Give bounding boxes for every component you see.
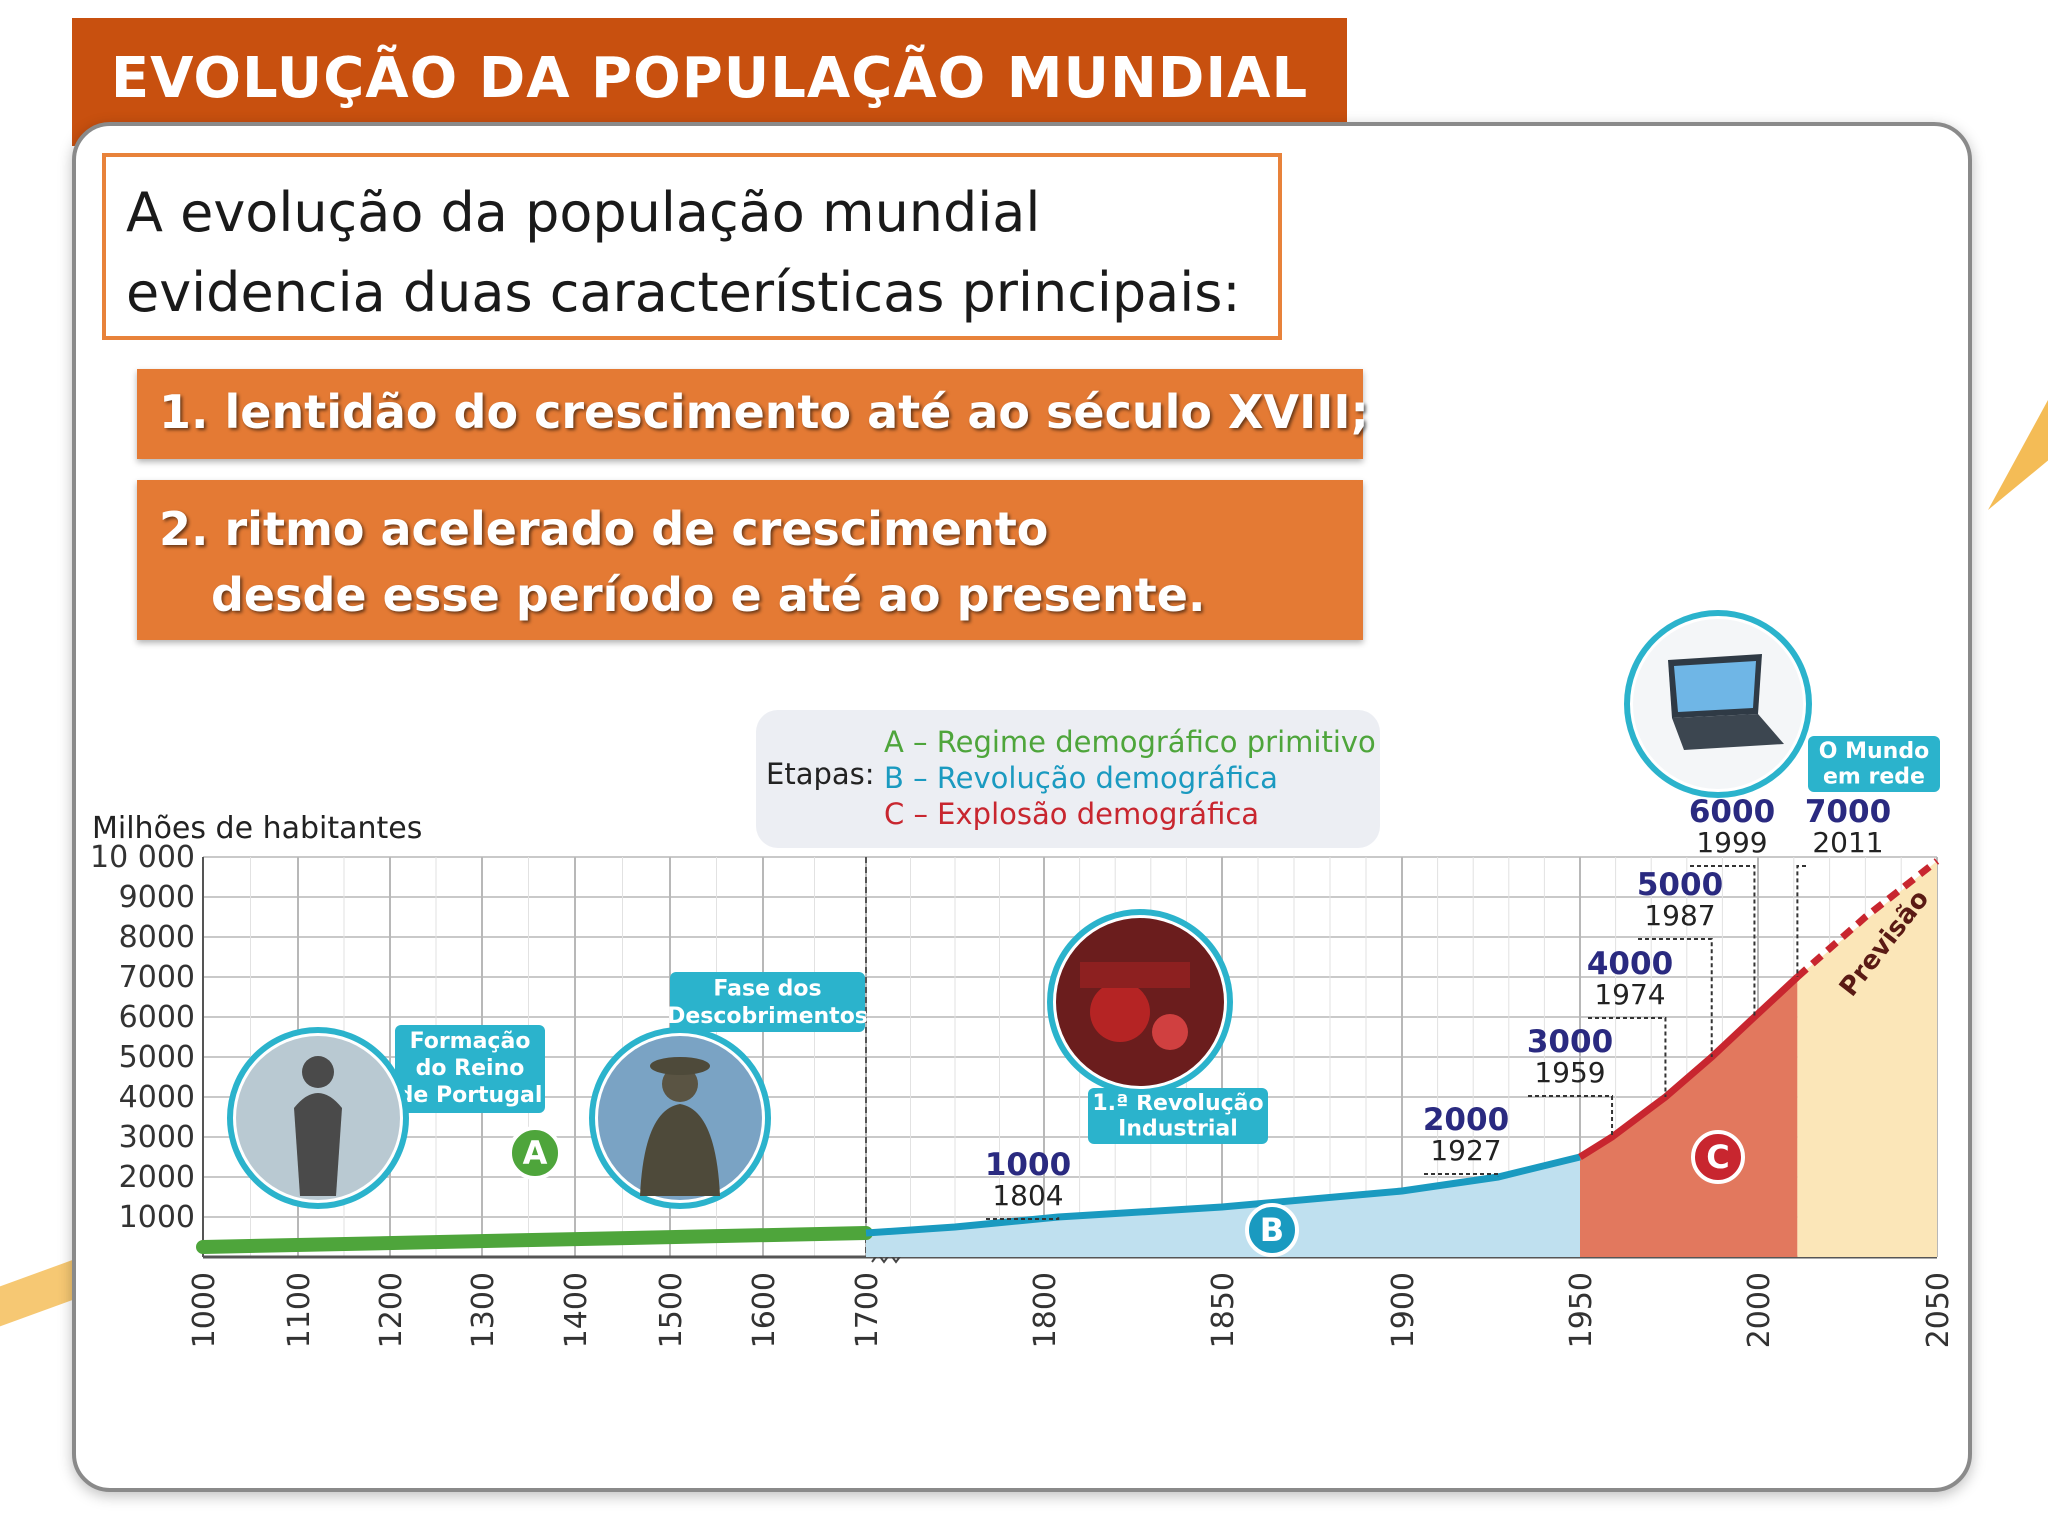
stage-marker [1245, 1203, 1299, 1257]
x-tick-label: 1800 [1028, 1272, 1063, 1348]
y-tick-label: 5000 [119, 1040, 195, 1075]
stage-marker-label: A [523, 1134, 548, 1172]
statue-hat-icon [650, 1057, 710, 1075]
milestone-year: 2011 [1812, 826, 1883, 859]
milestone-value: 6000 [1689, 794, 1775, 830]
annotation-text: Formação [410, 1029, 531, 1054]
milestone-leader [1690, 865, 1756, 1017]
annotation-text: do Reino [416, 1056, 525, 1081]
stage-c-fill [1580, 977, 1798, 1257]
laptop-keyboard-icon [1672, 714, 1784, 750]
milestone-leader [1638, 938, 1713, 1057]
stage-marker [1691, 1130, 1745, 1184]
legend-item: A – Regime demográfico primitivo [884, 725, 1376, 759]
milestone-value: 4000 [1587, 946, 1673, 982]
characteristic-2-box: 2. ritmo acelerado de crescimento desde … [137, 480, 1363, 640]
annotation-callout [670, 972, 865, 1032]
stage-marker [508, 1126, 562, 1180]
y-tick-label: 2000 [119, 1160, 195, 1195]
y-tick-label: 3000 [119, 1120, 195, 1155]
annotation-text: O Mundo [1819, 739, 1929, 764]
milestone-value: 3000 [1527, 1024, 1613, 1060]
annotation-text: de Portugal [398, 1083, 543, 1108]
milestone-value: 5000 [1637, 867, 1723, 903]
x-tick-label: 1000 [187, 1272, 222, 1348]
x-tick-label: 1900 [1386, 1272, 1421, 1348]
milestone-year: 1804 [992, 1179, 1063, 1212]
intro-box: A evolução da população mundial evidenci… [102, 153, 1282, 340]
stage-c-line [1578, 974, 1800, 1160]
x-tick-label: 2050 [1921, 1272, 1956, 1348]
y-tick-label: 9000 [119, 880, 195, 915]
milestone-leader [1424, 1173, 1500, 1177]
legend-item: C – Explosão demográfica [884, 797, 1259, 831]
milestone-year: 1927 [1430, 1134, 1501, 1167]
y-tick-label: 1000 [119, 1200, 195, 1235]
annotation-text: Descobrimentos [667, 1004, 868, 1029]
stage-marker-label: C [1706, 1138, 1729, 1176]
milestone-value: 2000 [1423, 1102, 1509, 1138]
milestone-year: 1999 [1696, 826, 1767, 859]
intro-line-1: A evolução da população mundial [126, 181, 1041, 244]
x-tick-label: 1300 [466, 1272, 501, 1348]
y-tick-label: 4000 [119, 1080, 195, 1115]
characteristic-2-line-2: desde esse período e até ao presente. [211, 568, 1206, 622]
laptop-display-icon [1674, 661, 1756, 712]
machine-part-icon [1080, 962, 1190, 988]
x-tick-label: 2000 [1742, 1272, 1777, 1348]
x-tick-label: 1700 [850, 1272, 885, 1348]
x-tick-label: 1500 [654, 1272, 689, 1348]
milestone-leader [986, 1217, 1060, 1220]
y-tick-label: 8000 [119, 920, 195, 955]
plot-area: 1000 2000 3000 4000 5000 6000 7000 8000 9000 10 0… [90, 811, 1956, 1348]
milestone-value: 1000 [985, 1147, 1071, 1183]
milestone-year: 1987 [1644, 899, 1715, 932]
statue-body-icon [640, 1104, 720, 1196]
y-tick-label: 10 000 [90, 840, 195, 875]
milestone-leader [1796, 865, 1806, 977]
y-axis-label: Milhões de habitantes [92, 811, 422, 846]
statue-body-icon [294, 1093, 342, 1196]
stage-marker-label: B [1260, 1211, 1284, 1249]
page-title: EVOLUÇÃO DA POPULAÇÃO MUNDIAL [110, 46, 1309, 111]
annotation-text: em rede [1823, 765, 1925, 790]
x-tick-label: 1400 [559, 1272, 594, 1348]
milestone-year: 1959 [1534, 1056, 1605, 1089]
y-tick-label: 6000 [119, 1000, 195, 1035]
characteristic-1-text: 1. lentidão do crescimento até ao século… [159, 385, 1369, 439]
legend-box [756, 710, 1380, 848]
stage-a-line [196, 1226, 873, 1254]
machine-wheel-icon [1090, 982, 1150, 1042]
machine-wheel-icon [1152, 1014, 1188, 1050]
annotation-text: 1.ª Revolução [1092, 1091, 1263, 1116]
x-tick-label: 1200 [374, 1272, 409, 1348]
intro-line-2: evidencia duas características principai… [126, 261, 1241, 324]
legend-prefix: Etapas: [766, 757, 875, 791]
legend-item: B – Revolução demográfica [884, 761, 1278, 795]
annotation-callout [395, 1025, 545, 1113]
milestone-value: 7000 [1805, 794, 1891, 830]
forecast-fill [1797, 861, 1937, 1257]
x-tick-label: 1850 [1206, 1272, 1241, 1348]
chart-overlay: Previsão10001804200019273000195940001974… [227, 610, 1940, 1257]
x-tick-label: 1100 [282, 1272, 317, 1348]
y-tick-label: 7000 [119, 960, 195, 995]
annotation-callout [1808, 736, 1940, 792]
statue-head-icon [302, 1056, 334, 1088]
milestone-leader [1588, 1017, 1667, 1097]
annotation-text: Industrial [1118, 1117, 1238, 1142]
x-tick-label: 1600 [747, 1272, 782, 1348]
milestone-year: 1974 [1594, 978, 1665, 1011]
forecast-line [1795, 858, 1940, 980]
x-tick-label: 1950 [1564, 1272, 1599, 1348]
characteristic-1-box: 1. lentidão do crescimento até ao século… [137, 369, 1369, 459]
characteristic-2-line-1: 2. ritmo acelerado de crescimento [159, 502, 1049, 556]
milestone-leader [1528, 1095, 1614, 1137]
annotation-callout [1088, 1088, 1268, 1144]
statue-head-icon [662, 1066, 698, 1102]
annotation-text: Fase dos [713, 977, 821, 1002]
content-card [72, 122, 1972, 1492]
